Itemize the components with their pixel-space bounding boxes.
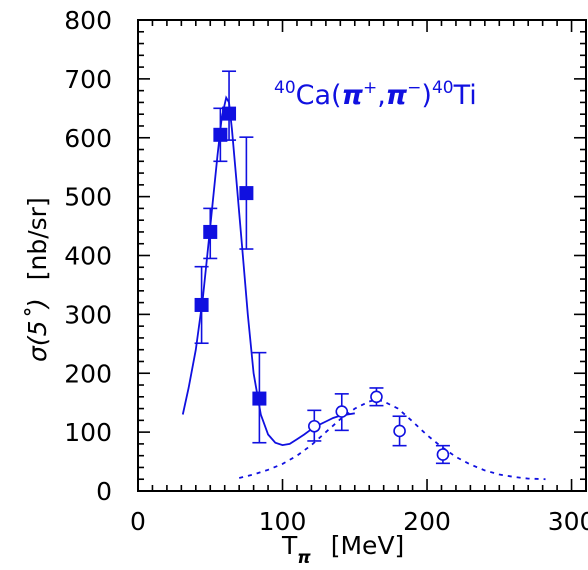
circle-marker — [335, 405, 349, 418]
y-tick-label: 200 — [64, 359, 112, 388]
y-axis-label: σ(5˚) [nb/sr] — [23, 197, 52, 362]
y-tick-label: 400 — [64, 242, 112, 271]
square-marker — [239, 186, 254, 201]
y-tick-label: 0 — [96, 477, 112, 506]
circle-marker — [308, 419, 321, 433]
dashed-curve — [238, 398, 546, 481]
anno-sup-1: 40 — [274, 78, 296, 98]
anno-sup-2: 40 — [432, 78, 454, 98]
x-axis-label: Tπ [MeV] — [281, 531, 404, 568]
anno-pi-2: π — [386, 80, 408, 111]
anno-plus: + — [363, 78, 377, 98]
y-axis-label-main: σ(5˚) — [23, 298, 52, 362]
fit-curves — [181, 95, 546, 481]
y-tick-label: 600 — [64, 124, 112, 153]
y-tick-label: 500 — [64, 183, 112, 212]
data-point-square — [222, 70, 237, 141]
anno-close: ) — [421, 80, 432, 111]
x-axis-label-sub: π — [297, 548, 311, 568]
data-point-circle — [307, 409, 322, 442]
x-axis-label-main: T — [281, 531, 298, 560]
anno-comma: , — [377, 80, 386, 111]
circle-marker — [436, 448, 450, 461]
y-axis-label-unit: [nb/sr] — [23, 197, 52, 280]
x-tick-label: 100 — [259, 507, 307, 536]
data-point-circle — [392, 415, 407, 447]
x-axis-label-unit: [MeV] — [331, 531, 405, 560]
x-tick-labels: 0 100 200 300 — [130, 507, 588, 536]
axis-ticks — [137, 19, 587, 492]
anno-minus: − — [407, 78, 421, 98]
x-tick-label: 0 — [130, 507, 146, 536]
x-tick-label: 300 — [548, 507, 588, 536]
data-point-circle — [369, 387, 384, 407]
square-marker — [213, 127, 228, 142]
square-marker — [194, 297, 209, 312]
circle-marker — [370, 390, 383, 404]
data-points — [194, 70, 450, 465]
data-point-square — [239, 136, 254, 250]
square-marker — [222, 106, 237, 121]
reaction-annotation: 40Ca(π+,π−)40Ti — [274, 78, 477, 111]
anno-product: Ti — [453, 80, 477, 111]
data-point-circle — [334, 393, 349, 432]
data-point-square — [252, 351, 267, 444]
y-tick-labels: 0 100 200 300 400 500 600 700 800 — [64, 6, 112, 506]
data-point-square — [194, 265, 209, 345]
square-marker — [203, 224, 218, 239]
data-point-square — [203, 207, 218, 260]
y-tick-label: 800 — [64, 6, 112, 35]
anno-element: Ca( — [296, 80, 342, 111]
data-point-circle — [435, 444, 450, 465]
y-tick-label: 700 — [64, 65, 112, 94]
anno-pi-1: π — [342, 80, 364, 111]
solid-curve — [181, 95, 355, 447]
y-tick-label: 100 — [64, 418, 112, 447]
y-tick-label: 300 — [64, 300, 112, 329]
x-tick-label: 200 — [403, 507, 451, 536]
circle-marker — [393, 424, 406, 438]
square-marker — [252, 391, 267, 406]
